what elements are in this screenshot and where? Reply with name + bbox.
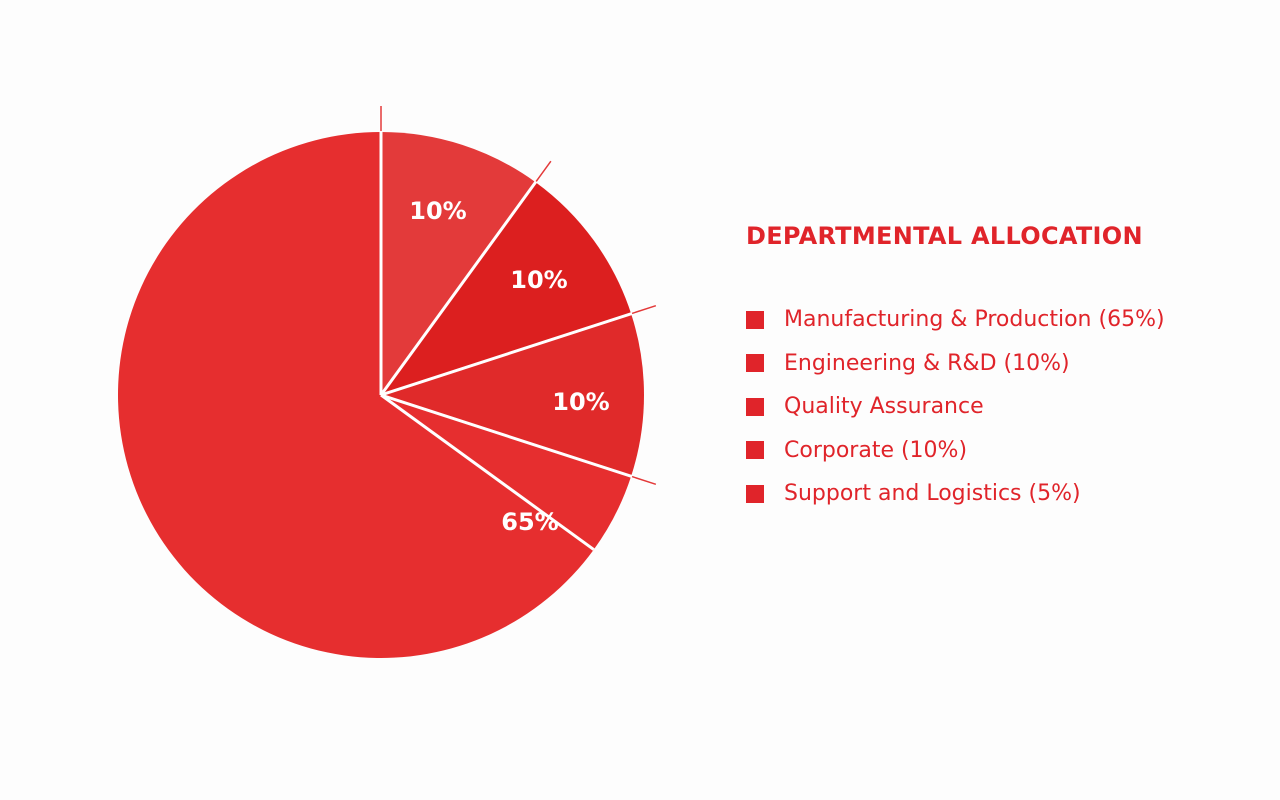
slice-separator	[380, 393, 595, 551]
legend-item: Manufacturing & Production (65%)	[746, 298, 1246, 342]
legend-label: Support and Logistics (5%)	[784, 481, 1081, 507]
legend-item: Engineering & R&D (10%)	[746, 342, 1246, 386]
slice-data-label: 65%	[501, 508, 558, 536]
pie-slice	[381, 313, 644, 477]
legend: DEPARTMENTAL ALLOCATION Manufacturing & …	[746, 222, 1246, 516]
chart-title: DEPARTMENTAL ALLOCATION	[746, 222, 1143, 250]
legend-label: Quality Assurance	[784, 394, 984, 420]
legend-items: Manufacturing & Production (65%) Engineer…	[746, 298, 1246, 516]
legend-item: Quality Assurance	[746, 385, 1246, 429]
slice-data-label: 10%	[409, 197, 466, 225]
legend-swatch	[746, 441, 764, 460]
slice-data-label: 10%	[552, 388, 609, 416]
slice-separator	[379, 163, 550, 396]
slice-data-label: 10%	[510, 266, 567, 294]
legend-swatch	[746, 484, 764, 503]
pie-slice	[381, 132, 536, 395]
slice-separator	[380, 305, 653, 397]
slice-separator	[380, 393, 653, 485]
pie-slice	[381, 182, 632, 395]
legend-label: Corporate (10%)	[784, 437, 968, 463]
legend-item: Corporate (10%)	[746, 429, 1246, 473]
legend-swatch	[746, 310, 764, 329]
pie-slice	[381, 395, 632, 550]
legend-item: Support and Logistics (5%)	[746, 472, 1246, 516]
legend-swatch	[746, 354, 764, 373]
pie-slice	[117, 132, 594, 659]
slice-tick	[631, 304, 657, 315]
slice-tick	[535, 160, 552, 182]
slice-tick	[631, 475, 657, 486]
legend-label: Manufacturing & Production (65%)	[784, 307, 1165, 333]
legend-label: Engineering & R&D (10%)	[784, 350, 1070, 376]
legend-swatch	[746, 397, 764, 416]
